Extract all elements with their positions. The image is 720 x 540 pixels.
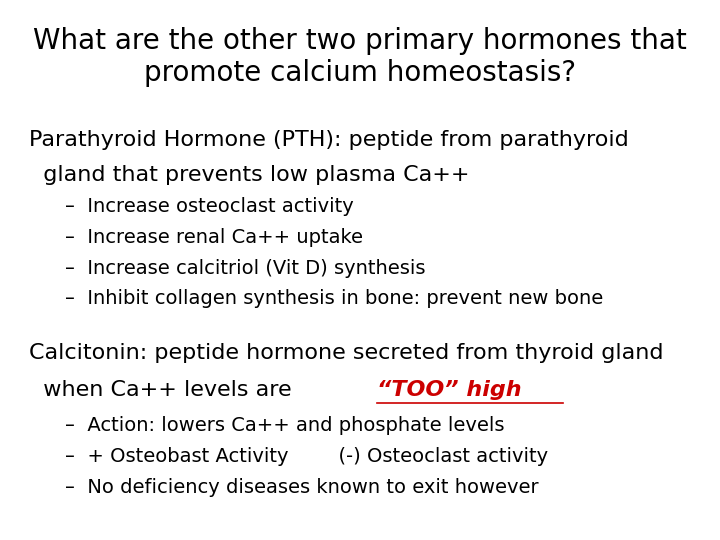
Text: –  No deficiency diseases known to exit however: – No deficiency diseases known to exit h… (65, 478, 539, 497)
Text: gland that prevents low plasma Ca++: gland that prevents low plasma Ca++ (29, 165, 469, 185)
Text: –  Action: lowers Ca++ and phosphate levels: – Action: lowers Ca++ and phosphate leve… (65, 416, 504, 435)
Text: –  Increase renal Ca++ uptake: – Increase renal Ca++ uptake (65, 228, 363, 247)
Text: “TOO” high: “TOO” high (377, 380, 521, 400)
Text: What are the other two primary hormones that
promote calcium homeostasis?: What are the other two primary hormones … (33, 27, 687, 87)
Text: –  Inhibit collagen synthesis in bone: prevent new bone: – Inhibit collagen synthesis in bone: pr… (65, 289, 603, 308)
Text: when Ca++ levels are: when Ca++ levels are (29, 380, 299, 400)
Text: –  + Osteobast Activity        (-) Osteoclast activity: – + Osteobast Activity (-) Osteoclast ac… (65, 447, 548, 466)
Text: –  Increase calcitriol (Vit D) synthesis: – Increase calcitriol (Vit D) synthesis (65, 259, 426, 278)
Text: Parathyroid Hormone (PTH): peptide from parathyroid: Parathyroid Hormone (PTH): peptide from … (29, 130, 629, 150)
Text: –  Increase osteoclast activity: – Increase osteoclast activity (65, 197, 354, 216)
Text: Calcitonin: peptide hormone secreted from thyroid gland: Calcitonin: peptide hormone secreted fro… (29, 343, 663, 363)
